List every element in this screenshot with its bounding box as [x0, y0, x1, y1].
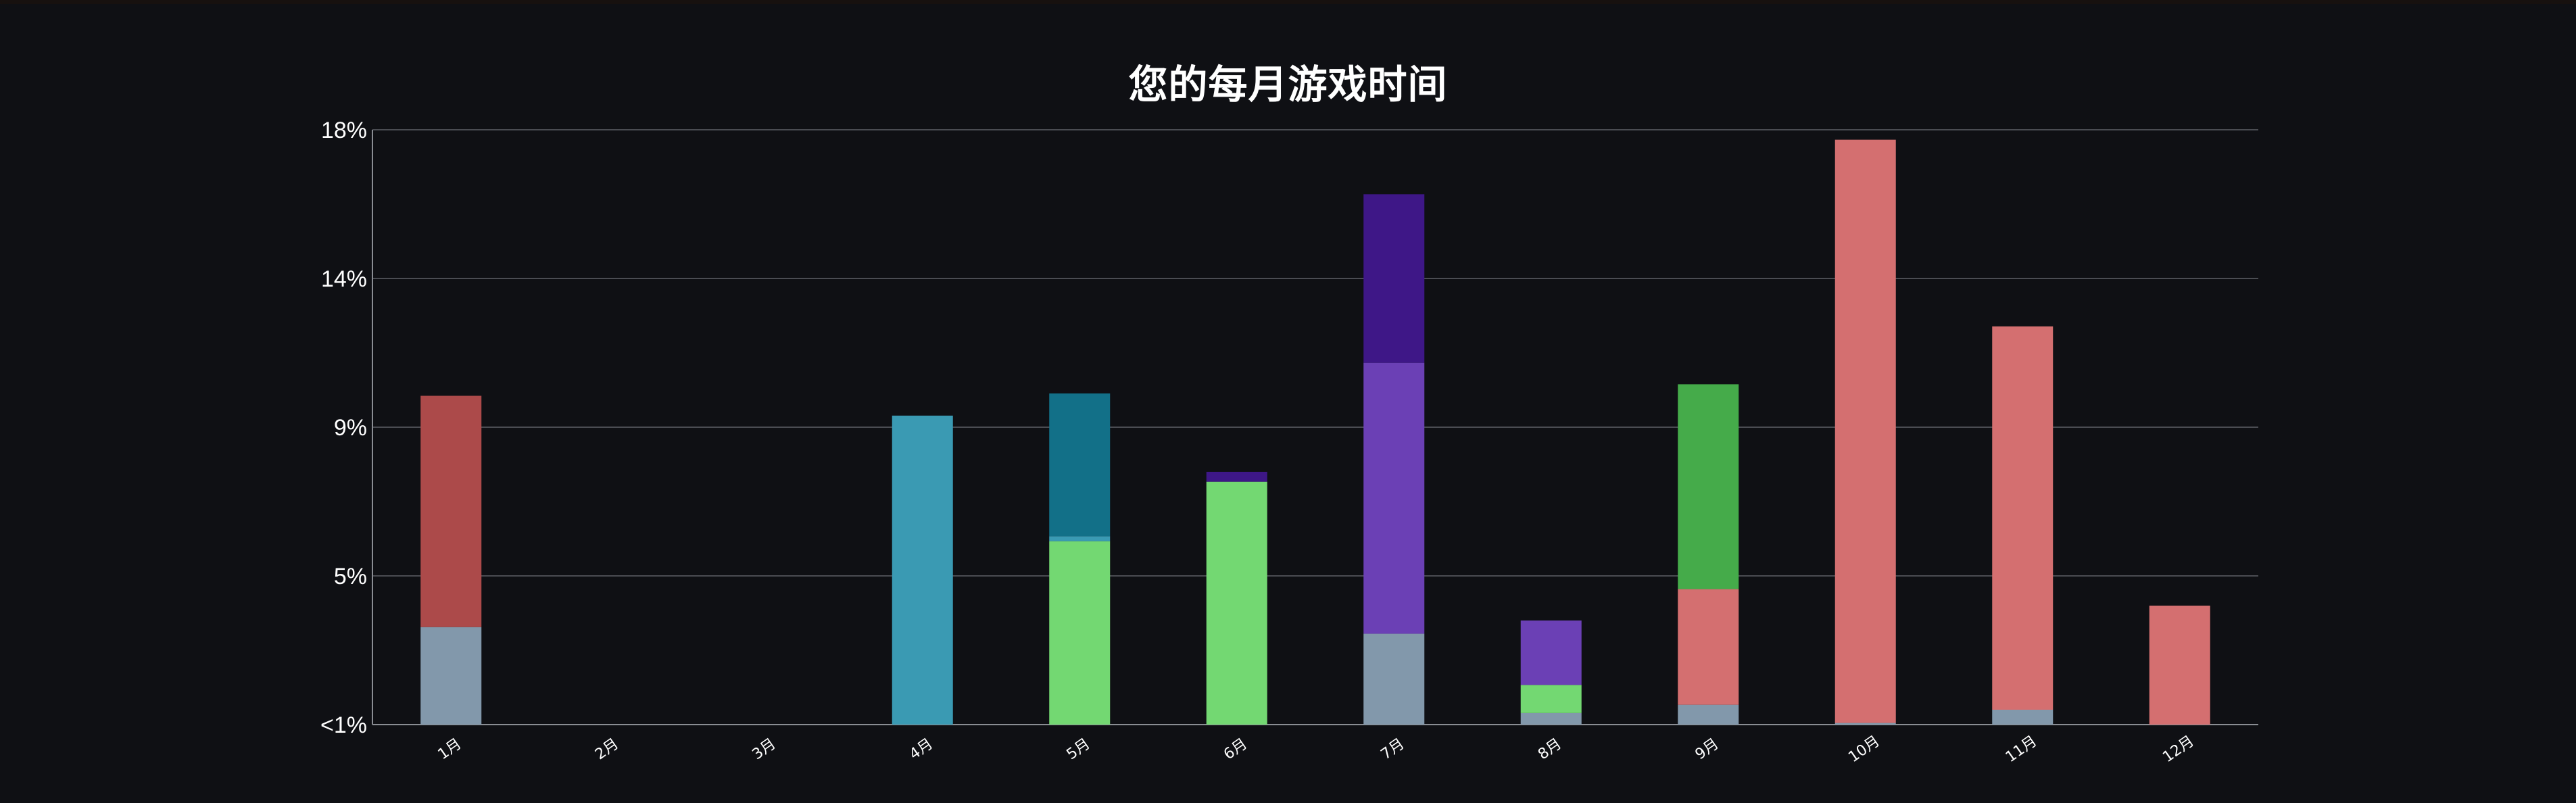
bar-segment — [1363, 194, 1425, 363]
y-tick-label: 14% — [321, 266, 367, 292]
chart-title: 您的每月游戏时间 — [1128, 62, 1448, 107]
bar-segment — [1049, 393, 1111, 537]
bar-segment — [1678, 589, 1739, 705]
y-tick-label: <1% — [320, 712, 367, 738]
x-tick-label: 2月 — [592, 735, 622, 763]
x-tick-label: 6月 — [1221, 735, 1250, 763]
bar-segment — [1520, 712, 1582, 725]
x-tick-label: 5月 — [1064, 735, 1094, 763]
x-tick-label: 9月 — [1693, 735, 1722, 763]
x-tick-label: 12月 — [2160, 733, 2197, 766]
bar-segment — [1049, 541, 1111, 725]
bar-segment — [1992, 710, 2053, 725]
x-tick-label: 8月 — [1535, 735, 1565, 763]
bar-segment — [1363, 362, 1425, 634]
bar-segment — [1678, 384, 1739, 589]
bar-segment — [1834, 139, 1896, 723]
bar-segment — [420, 395, 482, 627]
bar-segment — [892, 415, 953, 725]
bar-segment — [1520, 685, 1582, 713]
x-tick-label: 4月 — [906, 735, 936, 763]
bar-segment — [1049, 536, 1111, 541]
bar-segment — [1834, 723, 1896, 725]
x-tick-label: 11月 — [2003, 733, 2040, 766]
y-tick-label: 5% — [334, 564, 367, 589]
y-tick-label: 18% — [321, 118, 367, 143]
bar-segment — [2149, 606, 2210, 725]
bar-segment — [1678, 704, 1739, 725]
stacked-bar-chart: <1% 5% 9% 14% 18% 1月 2月 3月 4月 5月 6月 7月 8月 9月 10月 11月 12月 — [320, 118, 2258, 766]
bar-segment — [1520, 620, 1582, 685]
bar-segment — [1992, 326, 2053, 710]
x-tick-label: 10月 — [1845, 733, 1882, 766]
y-tick-label: 9% — [334, 415, 367, 441]
x-tick-label: 3月 — [750, 735, 779, 763]
x-tick-label: 7月 — [1378, 735, 1408, 763]
bar-segment — [1363, 633, 1425, 725]
bar-segment — [420, 627, 482, 725]
bar-segment — [1206, 472, 1267, 482]
bar-segment — [1206, 481, 1267, 725]
x-tick-label: 1月 — [435, 735, 465, 763]
